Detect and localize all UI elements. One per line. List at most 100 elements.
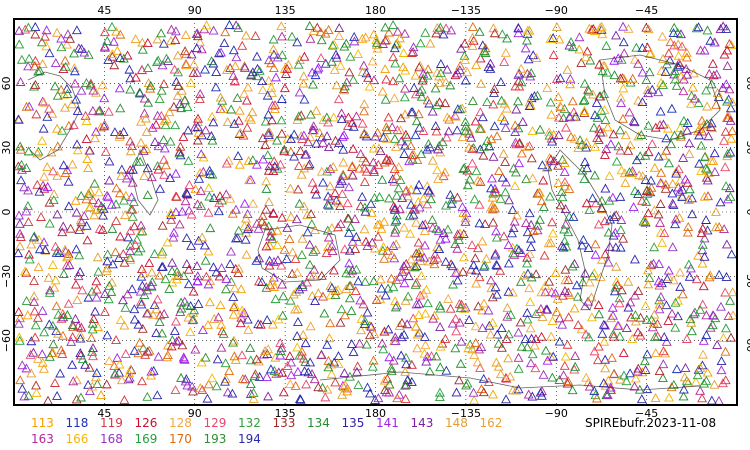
observation-marker — [641, 75, 652, 85]
observation-marker — [467, 144, 478, 154]
observation-marker — [531, 309, 541, 318]
observation-marker — [85, 78, 96, 88]
observation-marker — [686, 98, 696, 108]
observation-marker — [516, 77, 527, 87]
observation-marker — [551, 74, 562, 83]
observation-marker — [530, 363, 541, 373]
observation-marker — [602, 67, 613, 77]
observation-marker — [420, 27, 431, 37]
observation-marker — [464, 314, 475, 324]
observation-marker — [515, 317, 526, 327]
observation-marker — [42, 111, 53, 121]
observation-marker — [401, 258, 412, 268]
observation-marker — [516, 341, 527, 351]
observation-marker — [389, 133, 400, 143]
observation-marker — [267, 319, 278, 329]
observation-marker — [347, 236, 358, 246]
observation-marker — [470, 337, 481, 347]
observation-marker — [70, 313, 81, 323]
observation-marker — [699, 378, 709, 388]
tick-label: 135 — [275, 407, 296, 420]
observation-marker — [119, 195, 129, 205]
observation-marker — [673, 164, 684, 174]
observation-marker — [241, 213, 252, 223]
observation-marker — [220, 373, 231, 383]
observation-marker — [333, 94, 344, 104]
observation-marker — [725, 103, 736, 113]
observation-marker — [640, 215, 651, 225]
observation-marker — [322, 199, 333, 209]
observation-marker — [192, 276, 203, 285]
legend-entry: 194 — [238, 432, 261, 446]
observation-marker — [374, 191, 385, 201]
observation-marker — [388, 355, 399, 365]
observation-marker — [346, 339, 357, 349]
observation-marker — [208, 58, 219, 68]
tick-label: −30 — [0, 265, 13, 288]
observation-marker — [589, 385, 600, 395]
observation-marker — [307, 125, 318, 135]
observation-marker — [394, 320, 405, 330]
observation-marker — [490, 250, 501, 260]
observation-marker — [228, 309, 239, 319]
observation-marker — [292, 267, 303, 277]
observation-marker — [727, 97, 738, 107]
observation-marker — [469, 350, 480, 360]
observation-marker — [496, 342, 507, 352]
observation-marker — [33, 353, 43, 363]
observation-marker — [370, 395, 381, 405]
observation-marker — [254, 65, 265, 75]
observation-marker — [334, 31, 345, 41]
observation-marker — [338, 382, 349, 392]
observation-marker — [137, 376, 148, 386]
observation-marker — [276, 342, 287, 352]
observation-marker — [493, 338, 504, 348]
observation-marker — [697, 223, 708, 233]
observation-marker — [429, 259, 440, 269]
observation-marker — [99, 119, 110, 129]
observation-marker — [171, 274, 182, 284]
observation-marker — [615, 125, 626, 135]
observation-marker — [231, 20, 242, 30]
observation-marker — [69, 48, 80, 58]
observation-marker — [149, 248, 160, 258]
observation-marker — [213, 312, 224, 322]
observation-marker — [381, 133, 392, 143]
observation-marker — [293, 160, 304, 170]
observation-marker — [344, 293, 355, 303]
observation-marker — [675, 129, 686, 139]
observation-marker — [169, 325, 180, 335]
observation-marker — [502, 33, 513, 43]
observation-marker — [60, 168, 71, 177]
observation-marker — [603, 375, 614, 385]
observation-marker — [138, 145, 149, 155]
observation-marker — [509, 249, 520, 259]
observation-marker — [491, 232, 502, 242]
observation-marker — [396, 350, 407, 360]
observation-marker — [91, 276, 102, 286]
observation-marker — [158, 38, 169, 48]
observation-marker — [160, 120, 171, 130]
observation-marker — [353, 379, 364, 389]
observation-marker — [460, 116, 471, 126]
observation-marker — [712, 87, 723, 97]
observation-marker — [390, 302, 401, 312]
observation-marker — [135, 296, 146, 306]
observation-marker — [326, 56, 337, 66]
observation-marker — [594, 59, 605, 69]
observation-marker — [392, 26, 403, 36]
observation-marker — [65, 33, 75, 43]
observation-marker — [377, 86, 388, 96]
observation-marker — [391, 39, 402, 49]
observation-marker — [664, 55, 675, 65]
observation-marker — [554, 34, 565, 44]
observation-marker — [708, 156, 719, 166]
observation-marker — [630, 290, 640, 300]
observation-marker — [168, 232, 179, 242]
observation-marker — [44, 48, 55, 58]
observation-marker — [485, 329, 496, 339]
observation-marker — [392, 125, 403, 135]
observation-marker — [294, 198, 305, 208]
observation-marker — [325, 163, 336, 173]
map-caption: SPIREbufr.2023-11-08 — [585, 416, 717, 430]
